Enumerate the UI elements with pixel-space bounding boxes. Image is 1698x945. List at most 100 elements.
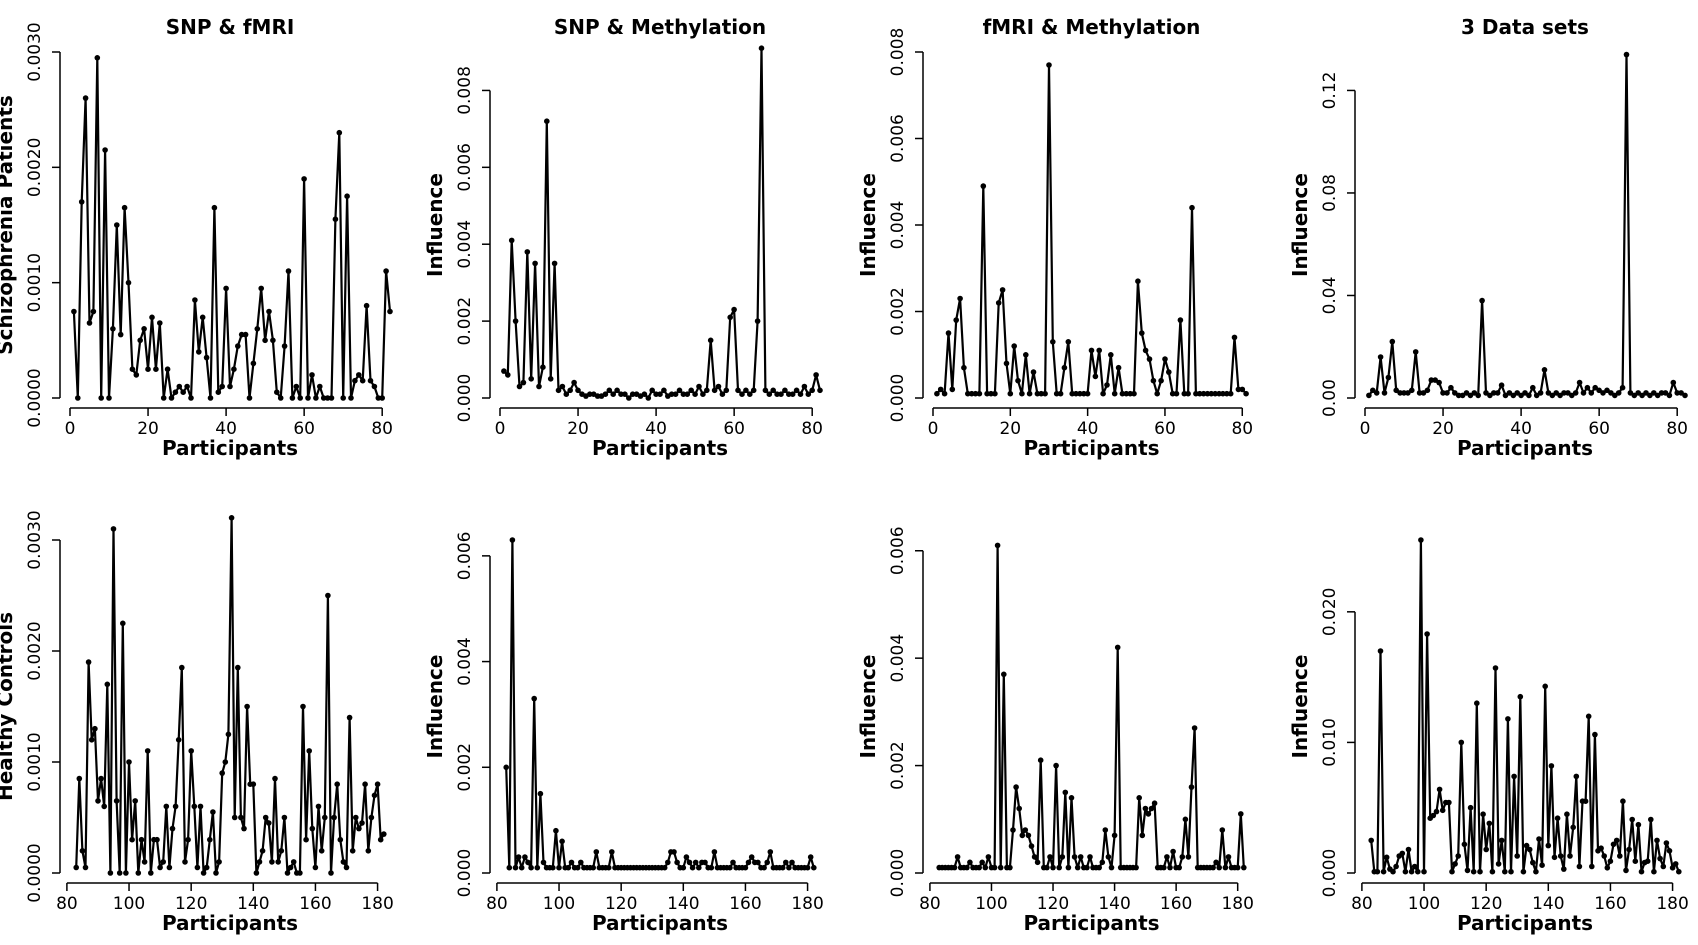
x-tick-label: 180 bbox=[791, 894, 823, 914]
data-point bbox=[508, 237, 515, 244]
data-point bbox=[715, 383, 722, 390]
data-point bbox=[1399, 850, 1406, 857]
data-point bbox=[309, 372, 315, 378]
data-point bbox=[1225, 854, 1232, 860]
data-point bbox=[1464, 867, 1471, 874]
data-point bbox=[222, 759, 229, 765]
data-point bbox=[277, 395, 284, 401]
data-point bbox=[976, 864, 982, 871]
data-point bbox=[371, 792, 378, 799]
panel-p4: 3 Data sets 0 20 40 60 80 Participants 0.00 0.04… bbox=[1288, 15, 1688, 460]
data-point bbox=[1617, 853, 1623, 859]
data-point bbox=[203, 864, 210, 871]
data-point bbox=[1177, 317, 1184, 323]
data-point bbox=[553, 827, 559, 834]
data-point bbox=[653, 391, 659, 398]
data-point bbox=[200, 870, 207, 876]
data-point bbox=[540, 364, 546, 371]
data-point bbox=[1154, 390, 1160, 397]
data-point bbox=[1136, 795, 1142, 801]
data-point bbox=[1185, 854, 1192, 860]
data-point bbox=[1026, 390, 1033, 397]
data-point bbox=[1108, 864, 1115, 871]
x-tick-label: 180 bbox=[361, 894, 393, 914]
data-point bbox=[182, 859, 188, 865]
data-point bbox=[534, 864, 541, 871]
data-point bbox=[213, 870, 219, 876]
y-tick-label: 0.0020 bbox=[25, 621, 45, 680]
data-point bbox=[789, 391, 796, 398]
data-point bbox=[1366, 392, 1372, 399]
data-point bbox=[322, 814, 328, 821]
data-point bbox=[117, 331, 124, 338]
data-point bbox=[1405, 846, 1412, 853]
x-tick-label: 120 bbox=[1037, 894, 1069, 914]
data-point bbox=[246, 395, 253, 401]
data-point bbox=[979, 859, 985, 866]
data-point bbox=[1658, 390, 1665, 396]
data-point bbox=[1050, 339, 1056, 345]
data-point bbox=[1402, 868, 1409, 875]
data-point bbox=[1682, 392, 1688, 399]
data-point bbox=[303, 836, 309, 843]
x-tick-label: 180 bbox=[1656, 894, 1688, 914]
x-tick-label: 80 bbox=[486, 894, 508, 914]
data-point bbox=[138, 836, 145, 843]
data-point bbox=[289, 395, 296, 401]
data-point bbox=[668, 391, 675, 398]
data-point bbox=[313, 395, 319, 401]
data-point bbox=[700, 391, 706, 398]
data-point bbox=[82, 95, 89, 101]
data-point bbox=[359, 377, 366, 384]
data-point bbox=[805, 391, 812, 398]
data-point bbox=[1222, 864, 1229, 871]
panel-title: SNP & Methylation bbox=[554, 15, 766, 39]
data-point bbox=[1615, 390, 1622, 396]
x-tick-label: 60 bbox=[293, 419, 315, 439]
data-point bbox=[1495, 861, 1502, 867]
x-axis-label: Participants bbox=[1457, 436, 1593, 460]
data-point bbox=[379, 395, 386, 401]
data-point bbox=[559, 383, 566, 390]
data-point bbox=[377, 836, 384, 843]
data-point bbox=[95, 798, 101, 804]
data-point bbox=[512, 318, 519, 324]
data-point bbox=[764, 859, 770, 866]
data-point bbox=[272, 775, 278, 782]
data-point bbox=[770, 387, 776, 394]
y-tick-label: 0.000 bbox=[1320, 849, 1340, 898]
data-point bbox=[1526, 392, 1532, 399]
y-tick-label: 0.006 bbox=[455, 143, 475, 192]
data-point bbox=[727, 864, 733, 871]
data-point bbox=[1173, 390, 1180, 397]
data-point bbox=[123, 870, 129, 876]
data-point bbox=[1145, 811, 1152, 817]
data-point bbox=[629, 391, 636, 398]
series-line bbox=[939, 544, 1245, 869]
series-line bbox=[936, 63, 1247, 395]
data-point bbox=[1418, 537, 1424, 543]
data-point bbox=[297, 395, 304, 401]
x-tick-label: 60 bbox=[723, 419, 745, 439]
data-point bbox=[242, 331, 249, 338]
x-tick-label: 140 bbox=[1532, 894, 1564, 914]
data-point bbox=[804, 864, 811, 871]
data-point bbox=[532, 260, 538, 267]
data-point bbox=[262, 337, 268, 344]
y-axis-label: Influence bbox=[423, 655, 447, 759]
data-point bbox=[1023, 352, 1029, 358]
data-point bbox=[1385, 374, 1392, 381]
data-point bbox=[250, 781, 257, 787]
data-point bbox=[1042, 390, 1048, 397]
y-tick-label: 0.000 bbox=[455, 849, 475, 898]
data-point bbox=[1613, 837, 1620, 844]
data-point bbox=[163, 803, 170, 810]
data-point bbox=[133, 372, 140, 378]
data-point bbox=[258, 285, 265, 292]
x-tick-label: 100 bbox=[975, 894, 1007, 914]
data-point bbox=[614, 387, 620, 394]
data-point bbox=[1444, 390, 1450, 396]
data-point bbox=[353, 814, 359, 821]
data-point bbox=[525, 859, 531, 866]
y-axis-label: Influence bbox=[423, 173, 447, 277]
